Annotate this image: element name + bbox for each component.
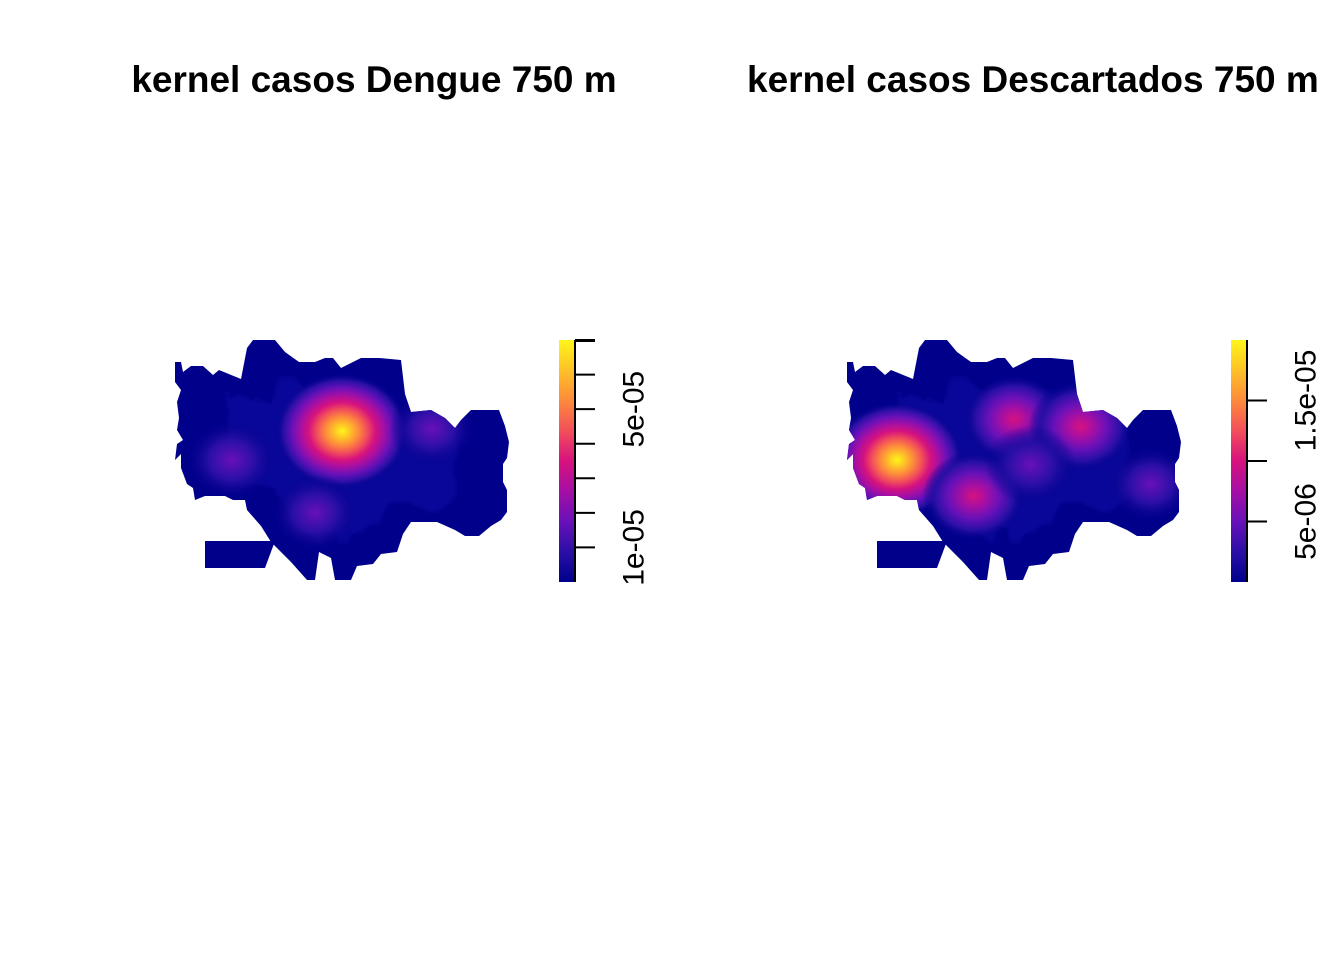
region-inset-fill — [877, 541, 947, 568]
descartados-density-map — [847, 340, 1181, 580]
dengue-legend-label-1e-05: 1e-05 — [618, 509, 651, 586]
dengue-legend-colorbar — [559, 340, 575, 582]
descartados-color-legend: 5e-06 1.5e-05 — [1231, 340, 1323, 582]
dengue-panel-title: kernel casos Dengue 750 m — [131, 59, 616, 100]
density-hotspot — [388, 391, 476, 467]
dengue-legend-ticks — [574, 339, 595, 582]
density-hotspot — [1106, 445, 1181, 523]
density-hotspot — [275, 373, 409, 490]
descartados-legend-colorbar — [1231, 340, 1247, 582]
dengue-kernel-panel: kernel casos Dengue 750 m 1e-05 5e-05 — [131, 59, 650, 586]
dengue-density-map — [175, 340, 509, 580]
descartados-legend-ticks — [1246, 340, 1267, 582]
descartados-panel-title: kernel casos Descartados 750 m — [747, 59, 1319, 100]
density-hotspot — [984, 425, 1077, 505]
descartados-kernel-panel: kernel casos Descartados 750 m 5e-06 1.5… — [747, 59, 1323, 582]
descartados-legend-label-5e-06: 5e-06 — [1290, 483, 1323, 560]
density-hotspot — [186, 420, 278, 500]
region-inset-fill — [205, 541, 275, 568]
descartados-legend-label-1.5e-05: 1.5e-05 — [1290, 350, 1323, 452]
density-hotspot — [271, 474, 360, 552]
dengue-legend-label-5e-05: 5e-05 — [618, 371, 651, 448]
dengue-color-legend: 1e-05 5e-05 — [559, 339, 651, 586]
